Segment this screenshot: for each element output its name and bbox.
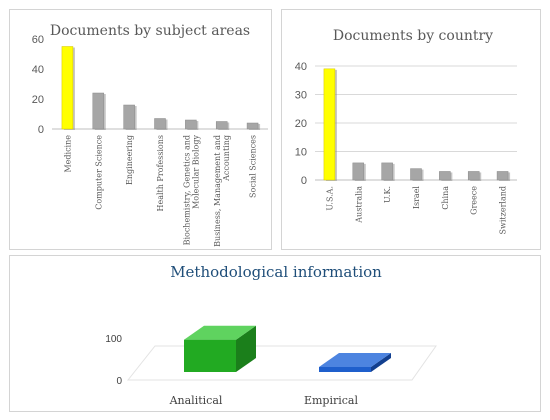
country-chart: Documents by country 0 10 20 30 40 U.S.A. Aust… [295,28,517,234]
y-tick-label: 40 [32,64,44,76]
x-tick-label: U.K. [383,186,392,203]
bar [215,121,228,130]
methodological-chart: Methodological information 0 100 Analitica… [105,263,437,407]
x-tick-label: Computer Science [94,135,103,210]
x-tick-label: China [441,186,450,210]
bar [185,119,197,130]
methodological-chart-panel: Methodological information 0 100 Analitica… [9,255,541,412]
bar [246,122,259,130]
x-tick-label: Biochemistry, Genetics andMolecular Biol… [182,135,200,246]
x-tick-label: Switzerland [499,186,508,234]
bar [323,68,336,181]
x-tick-label: Greece [470,186,479,215]
bar [61,46,74,130]
x-tick-label: Social Sciences [249,135,258,198]
y-tick-label: 0 [38,124,44,136]
bar-side [236,325,256,372]
x-tick-label: Empirical [304,394,359,407]
bar [319,367,371,372]
floor-plane [126,345,437,381]
y-tick-label: 60 [32,34,44,46]
bar [123,104,135,130]
bar [184,339,236,372]
y-tick-label: 30 [295,90,307,102]
y-tick-label: 0 [116,376,122,387]
bar [352,162,365,181]
chart-title: Documents by country [333,28,493,44]
bar [154,118,166,130]
y-tick-label: 10 [295,147,307,159]
x-tick-label: Engineering [125,135,134,185]
bar [410,168,422,181]
y-tick-label: 100 [105,334,122,345]
bar [381,162,393,181]
y-tick-label: 20 [295,118,307,130]
x-tick-label: U.S.A. [325,186,334,211]
y-tick-label: 40 [295,61,307,73]
bar [439,171,451,181]
x-tick-label: Health Professions [156,135,165,212]
x-tick-label: Business, Management andAccounting [213,135,231,247]
subject-areas-chart: Documents by subject areas 0 20 40 60 Medici… [32,23,268,247]
y-tick-label: 20 [32,94,44,106]
bar-top [184,325,256,340]
bar-top [319,353,391,367]
bar [92,92,105,130]
x-tick-label: Medicine [63,135,72,173]
bar [467,171,480,181]
subject-areas-chart-panel: Documents by subject areas 0 20 40 60 Medici… [9,9,272,250]
chart-title: Documents by subject areas [50,23,250,39]
country-chart-panel: Documents by country 0 10 20 30 40 U.S.A. Aust… [281,9,541,250]
x-tick-label: Australia [354,186,363,224]
bar-side [371,353,391,372]
x-tick-label: Israel [412,186,421,210]
x-tick-label: Analitical [169,394,223,407]
bar [496,171,509,181]
y-tick-label: 0 [301,175,307,187]
chart-title: Methodological information [170,263,382,281]
